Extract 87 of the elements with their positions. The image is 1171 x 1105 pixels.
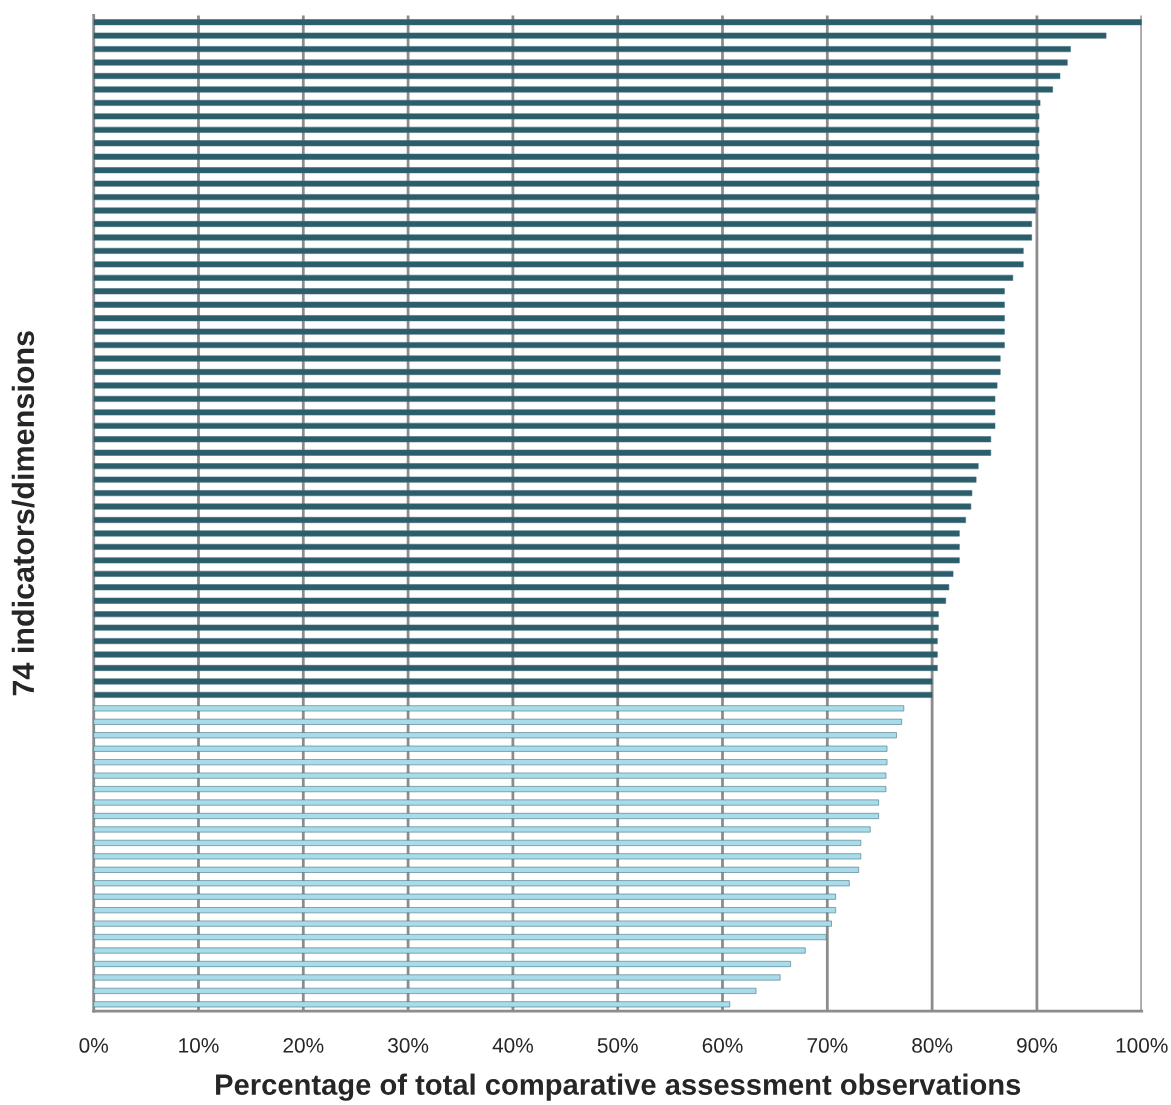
bar [93, 826, 871, 833]
bar [93, 490, 973, 497]
bar [93, 19, 1142, 26]
x-tick-label: 0% [79, 1038, 108, 1053]
bar [93, 584, 950, 591]
bar [93, 597, 947, 604]
bar [93, 32, 1107, 39]
bar [93, 638, 938, 645]
bar [93, 180, 1040, 187]
bar [93, 503, 972, 510]
bar [93, 167, 1040, 174]
bar [93, 839, 862, 846]
bar [93, 557, 960, 564]
bar [93, 678, 933, 685]
bar [93, 853, 862, 860]
x-tick-label: 80% [912, 1038, 953, 1053]
x-tick-label: 10% [179, 1038, 219, 1053]
bar [93, 920, 832, 927]
bar [93, 759, 888, 766]
bar [93, 221, 1032, 227]
bar [93, 476, 977, 483]
bar [93, 409, 996, 416]
bar [93, 611, 939, 618]
bar [93, 961, 791, 967]
bar [93, 987, 757, 994]
bar [93, 274, 1014, 281]
x-tick-label: 30% [388, 1038, 429, 1053]
bar [93, 705, 905, 712]
bar [93, 288, 1005, 295]
bar [93, 355, 1001, 362]
bar [93, 786, 887, 793]
bar [93, 328, 1005, 335]
bar [93, 732, 897, 739]
x-tick-label: 40% [492, 1038, 534, 1053]
bar [93, 315, 1005, 322]
bar [93, 436, 992, 443]
x-tick-label: 50% [597, 1038, 638, 1053]
bar [93, 651, 938, 658]
bar [93, 880, 850, 887]
bar [93, 799, 879, 806]
bar [93, 624, 939, 631]
bar [93, 194, 1040, 201]
bar [93, 113, 1040, 120]
y-axis-title: 74 indicators/dimensions [11, 331, 35, 696]
bar [93, 73, 1061, 79]
bar [93, 342, 1005, 349]
bar [93, 126, 1040, 133]
x-tick-label: 70% [807, 1038, 848, 1053]
bar [93, 543, 960, 550]
bar [93, 517, 966, 523]
x-tick-label: 60% [702, 1038, 743, 1053]
bar [93, 974, 781, 981]
bar [93, 395, 996, 402]
bar [93, 59, 1068, 66]
bar [93, 449, 992, 456]
bar [93, 691, 933, 698]
bar [93, 382, 998, 389]
bar [93, 99, 1041, 106]
bar [93, 422, 996, 429]
bar [93, 46, 1071, 53]
bar [93, 772, 887, 779]
bar [93, 893, 836, 900]
bar [93, 86, 1053, 93]
bar [93, 1001, 731, 1008]
bar [93, 234, 1032, 241]
x-tick-label: 20% [283, 1038, 324, 1053]
bar [93, 745, 888, 752]
bar [93, 207, 1037, 214]
bar [93, 261, 1024, 268]
x-axis-title: Percentage of total comparative assessment observations [216, 1073, 1021, 1101]
bar [93, 301, 1005, 308]
bar [93, 530, 960, 537]
x-tick-label: 100% [1116, 1038, 1168, 1053]
bar [93, 907, 836, 914]
bar [93, 947, 806, 954]
x-tick-label: 90% [1017, 1038, 1058, 1053]
bar [93, 813, 879, 819]
bar [93, 866, 860, 873]
bar [93, 463, 979, 470]
bar [93, 718, 902, 725]
bar [93, 140, 1040, 147]
bar [93, 665, 938, 671]
bar [93, 570, 954, 577]
bar [93, 153, 1040, 160]
bar [93, 247, 1024, 254]
bar [93, 369, 1001, 375]
bar [93, 934, 827, 941]
